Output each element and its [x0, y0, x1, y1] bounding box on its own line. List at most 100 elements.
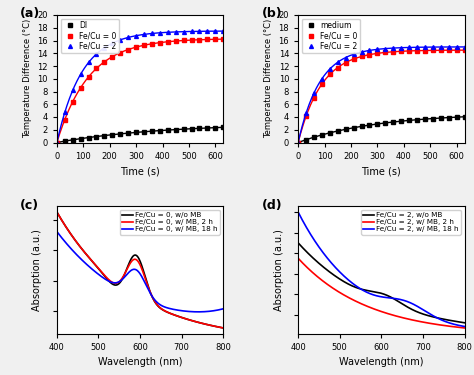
medium — [414, 117, 420, 122]
Fe/Cu = 2 — [319, 76, 325, 81]
medium — [374, 122, 380, 126]
Fe/Cu = 0, w/ MB, 2 h — [159, 307, 164, 311]
Fe/Cu = 0, w/o MB — [159, 307, 164, 311]
Fe/Cu = 2 — [359, 50, 365, 54]
Fe/Cu = 2 — [454, 45, 459, 49]
Text: (a): (a) — [20, 8, 40, 20]
Fe/Cu = 2 — [118, 38, 123, 42]
Fe/Cu = 2, w/ MB, 18 h — [349, 281, 355, 285]
Fe/Cu = 0 — [157, 40, 163, 45]
Y-axis label: Temperature Difference (°C): Temperature Difference (°C) — [23, 19, 32, 138]
Fe/Cu = 2, w/ MB, 18 h — [416, 305, 422, 310]
Fe/Cu = 0, w/o MB — [54, 210, 60, 214]
Fe/Cu = 0 — [438, 48, 444, 52]
Line: Fe/Cu = 2: Fe/Cu = 2 — [55, 29, 225, 144]
Fe/Cu = 0 — [414, 48, 420, 53]
Fe/Cu = 0, w/o MB — [220, 326, 226, 330]
Text: (d): (d) — [262, 199, 282, 211]
Fe/Cu = 2 — [398, 45, 404, 50]
Fe/Cu = 2, w/ MB, 2 h — [416, 319, 422, 324]
Fe/Cu = 0, w/ MB, 2 h — [108, 279, 114, 284]
Fe/Cu = 0, w/ MB, 18 h — [195, 310, 201, 314]
Text: (c): (c) — [20, 199, 39, 211]
Fe/Cu = 0 — [220, 37, 226, 41]
Fe/Cu = 2, w/ MB, 2 h — [400, 315, 406, 320]
Fe/Cu = 0, w/o MB — [120, 276, 126, 280]
Line: Fe/Cu = 0, w/o MB: Fe/Cu = 0, w/o MB — [57, 212, 223, 328]
DI — [86, 135, 91, 140]
Fe/Cu = 0, w/ MB, 2 h — [174, 314, 180, 318]
Fe/Cu = 2 — [133, 33, 139, 38]
Fe/Cu = 2 — [189, 29, 194, 34]
Fe/Cu = 0, w/ MB, 18 h — [174, 308, 180, 312]
DI — [197, 126, 202, 130]
Fe/Cu = 0 — [303, 114, 309, 118]
Fe/Cu = 2, w/o MB — [295, 241, 301, 245]
Fe/Cu = 2 — [327, 67, 333, 71]
medium — [335, 129, 341, 133]
Line: Fe/Cu = 2, w/o MB: Fe/Cu = 2, w/o MB — [298, 243, 465, 323]
Fe/Cu = 2, w/ MB, 18 h — [415, 304, 421, 309]
Fe/Cu = 0 — [189, 38, 194, 42]
DI — [118, 132, 123, 136]
DI — [165, 128, 171, 132]
Fe/Cu = 0 — [205, 37, 210, 42]
Fe/Cu = 0, w/o MB — [74, 240, 80, 245]
Fe/Cu = 2 — [94, 52, 100, 56]
Fe/Cu = 2, w/o MB — [462, 321, 467, 325]
Fe/Cu = 2, w/ MB, 2 h — [462, 326, 467, 330]
DI — [133, 130, 139, 135]
Line: medium: medium — [296, 115, 466, 144]
medium — [398, 119, 404, 123]
Fe/Cu = 0, w/ MB, 18 h — [220, 306, 226, 311]
Fe/Cu = 0 — [462, 48, 467, 52]
medium — [366, 123, 372, 128]
Fe/Cu = 2 — [70, 88, 75, 93]
Fe/Cu = 0, w/ MB, 2 h — [74, 240, 80, 245]
Fe/Cu = 0, w/ MB, 2 h — [175, 314, 181, 318]
Fe/Cu = 0 — [118, 50, 123, 55]
Fe/Cu = 0, w/o MB — [108, 281, 114, 285]
Fe/Cu = 0 — [125, 47, 131, 52]
Line: Fe/Cu = 2, w/ MB, 18 h: Fe/Cu = 2, w/ MB, 18 h — [298, 212, 465, 327]
DI — [220, 125, 226, 130]
Fe/Cu = 2 — [149, 31, 155, 36]
Line: Fe/Cu = 0, w/ MB, 18 h: Fe/Cu = 0, w/ MB, 18 h — [57, 232, 223, 312]
Fe/Cu = 2, w/o MB — [315, 260, 321, 265]
DI — [94, 134, 100, 139]
Fe/Cu = 2 — [335, 60, 341, 64]
Fe/Cu = 2, w/o MB — [415, 310, 421, 315]
Fe/Cu = 0 — [359, 54, 365, 59]
Fe/Cu = 2 — [62, 110, 68, 114]
DI — [54, 140, 60, 145]
medium — [295, 140, 301, 145]
DI — [181, 127, 186, 131]
Fe/Cu = 2, w/ MB, 2 h — [361, 303, 367, 307]
Fe/Cu = 0 — [173, 39, 179, 43]
Fe/Cu = 0 — [165, 39, 171, 44]
Fe/Cu = 2 — [220, 29, 226, 33]
Fe/Cu = 2, w/o MB — [349, 284, 355, 288]
Fe/Cu = 0 — [141, 43, 147, 48]
Text: (b): (b) — [262, 8, 282, 20]
Fe/Cu = 0 — [54, 140, 60, 145]
medium — [303, 138, 309, 142]
Fe/Cu = 0 — [149, 42, 155, 46]
Fe/Cu = 0 — [327, 72, 333, 76]
medium — [462, 114, 467, 119]
Legend: medium, Fe/Cu = 0, Fe/Cu = 2: medium, Fe/Cu = 0, Fe/Cu = 2 — [302, 19, 360, 53]
Fe/Cu = 0, w/ MB, 18 h — [54, 230, 60, 234]
Line: Fe/Cu = 0: Fe/Cu = 0 — [296, 48, 466, 144]
Fe/Cu = 2 — [391, 46, 396, 50]
Fe/Cu = 2, w/ MB, 18 h — [462, 324, 467, 329]
X-axis label: Wavelength (nm): Wavelength (nm) — [98, 357, 182, 368]
medium — [359, 124, 365, 129]
Fe/Cu = 0, w/o MB — [175, 314, 181, 318]
medium — [406, 118, 412, 123]
Fe/Cu = 0 — [109, 54, 115, 59]
Fe/Cu = 0 — [101, 60, 107, 64]
medium — [422, 117, 428, 122]
Fe/Cu = 0 — [197, 38, 202, 42]
Fe/Cu = 2 — [311, 91, 317, 95]
DI — [125, 131, 131, 135]
